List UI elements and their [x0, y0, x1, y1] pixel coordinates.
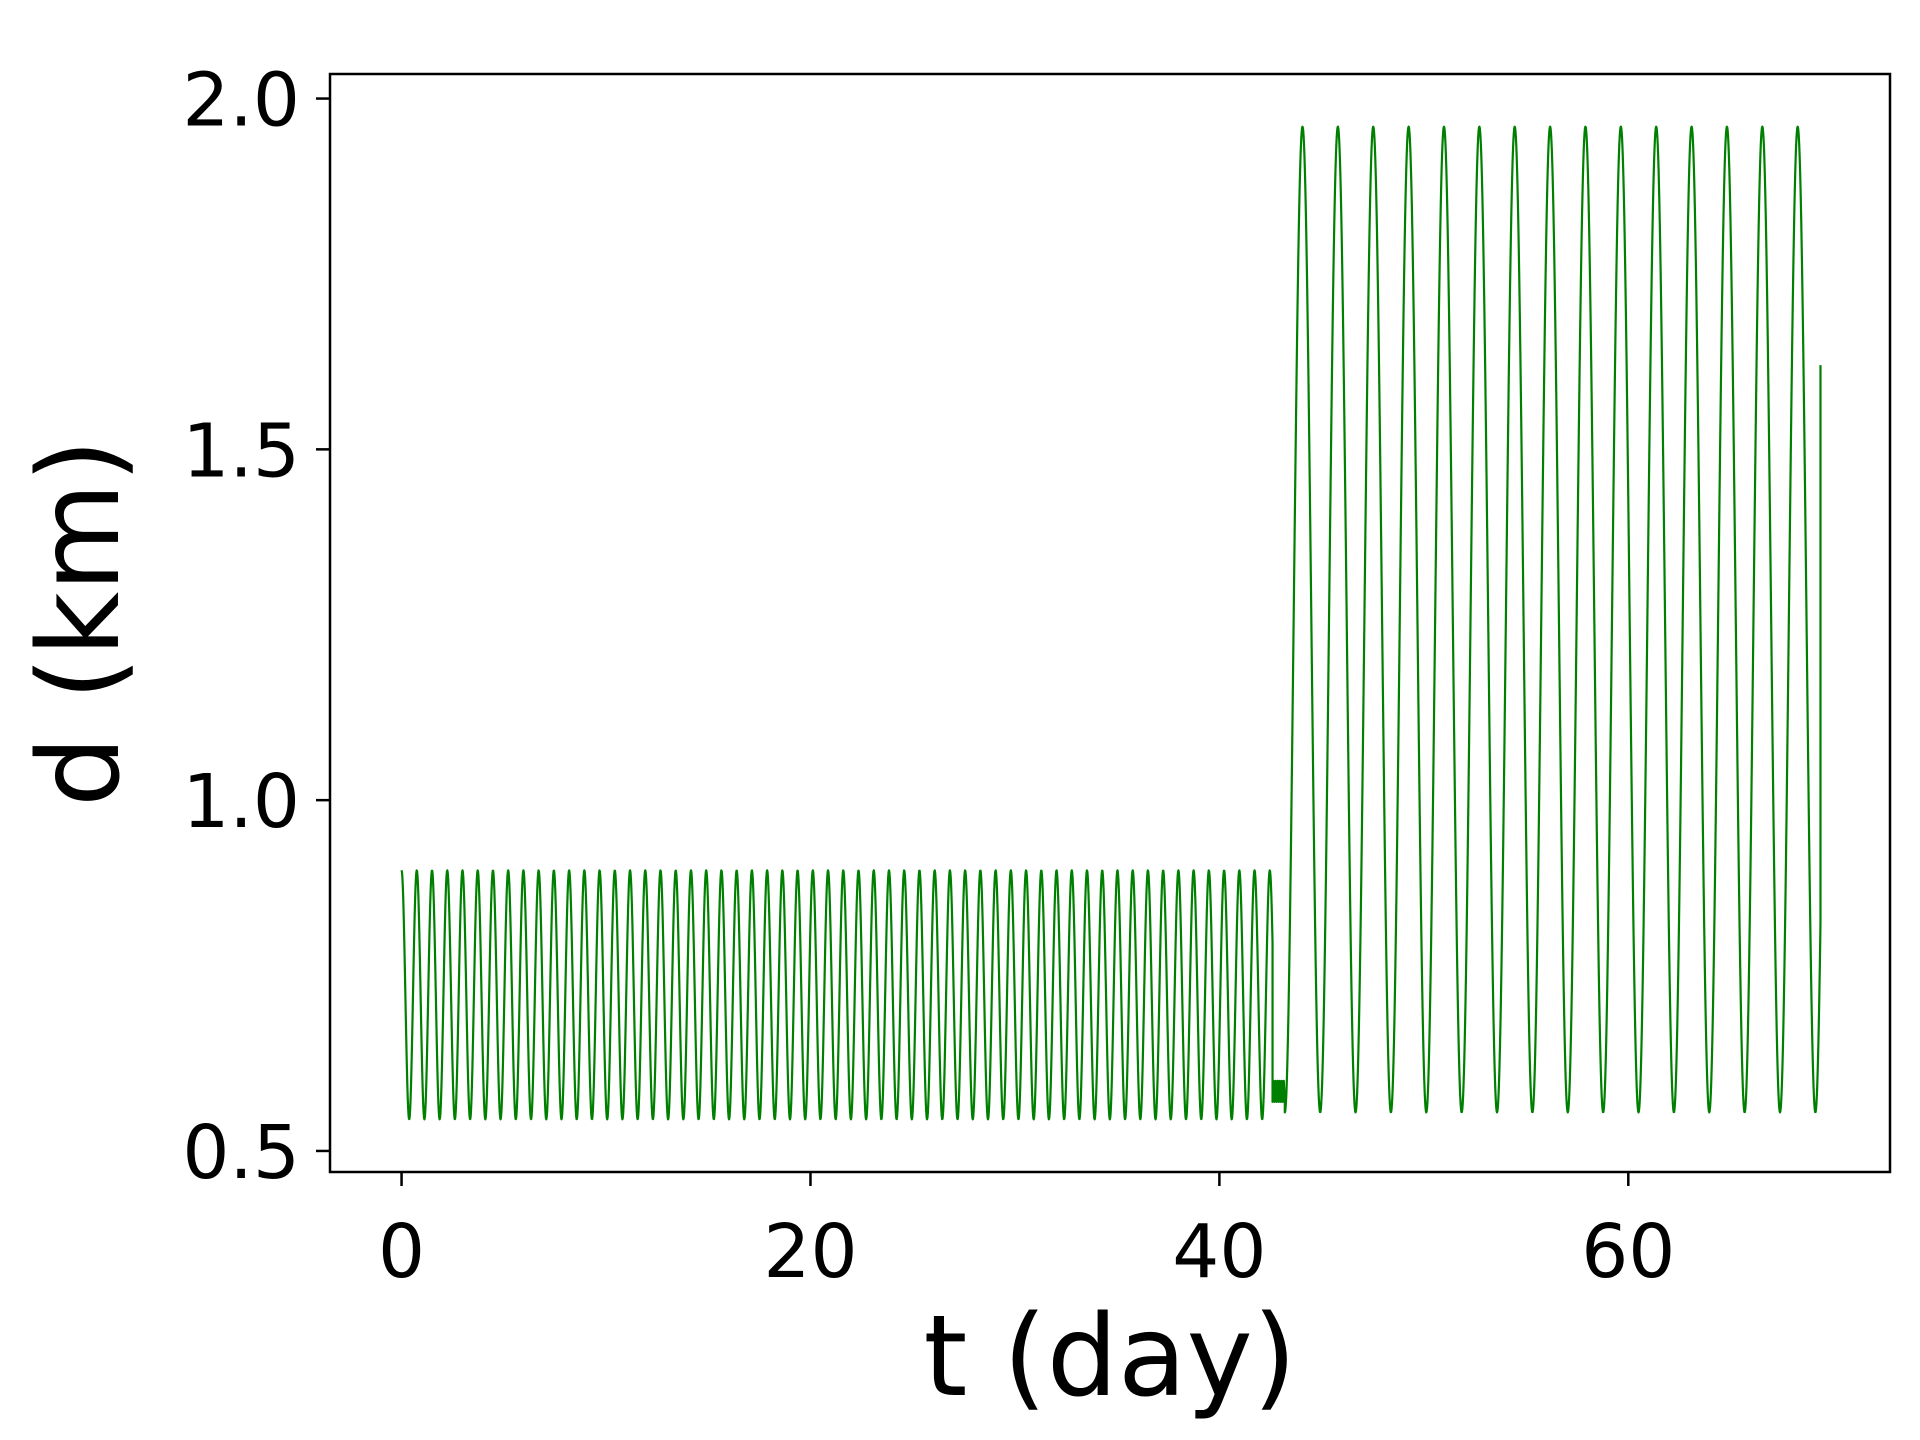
series-line	[400, 125, 1822, 1121]
y-tick-label: 2.0	[182, 58, 300, 144]
x-tick-label: 60	[1581, 1209, 1675, 1295]
plot-area	[400, 125, 1822, 1121]
x-tick-label: 40	[1172, 1209, 1266, 1295]
y-tick-label: 1.5	[182, 408, 300, 494]
axes-frame	[328, 72, 1892, 1174]
x-tick-label: 0	[378, 1209, 425, 1295]
x-axis-label: t (day)	[924, 1292, 1297, 1422]
y-tick-label: 1.0	[182, 759, 300, 845]
y-tick-label: 0.5	[182, 1110, 300, 1196]
y-axis: 0.5 1.0 1.5 2.0	[182, 58, 330, 1196]
x-axis: 0 20 40 60	[378, 1172, 1675, 1295]
x-tick-label: 20	[763, 1209, 857, 1295]
y-axis-label: d (km)	[15, 439, 145, 807]
